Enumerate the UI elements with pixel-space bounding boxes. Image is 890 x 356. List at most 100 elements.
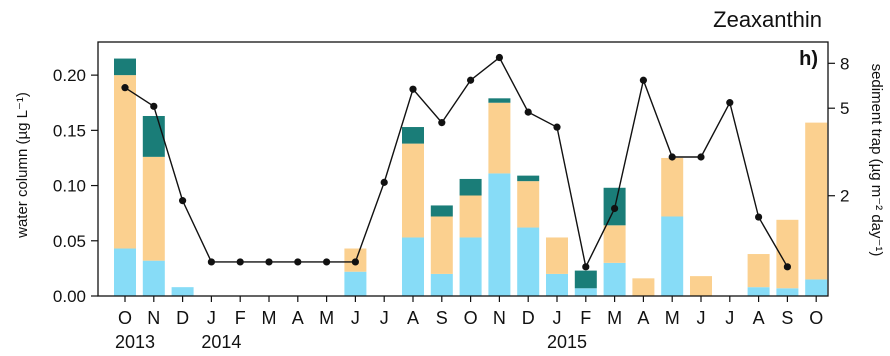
left-tick-label: 0.10 xyxy=(53,177,86,196)
month-label: A xyxy=(753,308,765,328)
month-label: D xyxy=(176,308,189,328)
sediment-trap-point xyxy=(380,178,388,186)
bars-layer xyxy=(114,58,828,296)
sediment-trap-point xyxy=(726,99,734,107)
bar-segment xyxy=(142,156,165,261)
sediment-trap-point xyxy=(323,258,331,266)
month-label: F xyxy=(235,308,246,328)
bar-segment xyxy=(171,287,194,296)
month-label: M xyxy=(319,308,334,328)
sediment-trap-point xyxy=(553,123,561,131)
bar-segment xyxy=(632,278,655,296)
month-label: J xyxy=(553,308,562,328)
sediment-trap-point xyxy=(236,258,244,266)
bar-segment xyxy=(661,157,684,217)
sediment-trap-point xyxy=(639,76,648,84)
year-label: 2014 xyxy=(201,332,241,352)
month-label: J xyxy=(697,308,706,328)
sediment-trap-point xyxy=(467,76,475,84)
month-label: D xyxy=(522,308,535,328)
sediment-trap-point xyxy=(207,258,215,266)
bar-segment xyxy=(430,205,453,217)
left-tick-label: 0.05 xyxy=(53,232,86,251)
month-label: J xyxy=(351,308,360,328)
bar-segment xyxy=(574,270,597,289)
plot-frame xyxy=(97,41,829,297)
bar-segment xyxy=(114,248,136,296)
left-axis: 0.00 0.05 0.10 0.15 0.20 xyxy=(53,66,98,306)
sediment-trap-point xyxy=(668,153,676,161)
bar-segment xyxy=(344,271,367,296)
month-label: O xyxy=(118,308,132,328)
sediment-trap-line xyxy=(124,56,789,269)
bar-segment xyxy=(402,237,424,296)
bar-segment xyxy=(690,276,712,296)
sediment-trap-point xyxy=(121,84,129,92)
bar-segment xyxy=(661,216,684,296)
bar-segment xyxy=(776,219,799,289)
left-tick-label: 0.15 xyxy=(53,121,86,140)
sediment-trap-point xyxy=(495,53,503,62)
panel-label: h) xyxy=(799,48,818,70)
sediment-trap-point xyxy=(265,258,273,266)
bar-segment xyxy=(459,195,482,238)
month-label: O xyxy=(464,308,478,328)
month-label: M xyxy=(665,308,680,328)
left-tick-label: 0.00 xyxy=(53,287,86,306)
year-label: 2015 xyxy=(547,332,587,352)
bar-segment xyxy=(603,262,626,296)
sediment-trap-point xyxy=(351,258,359,266)
bar-segment xyxy=(517,227,540,296)
sediment-trap-point xyxy=(524,108,532,116)
right-axis: 2 5 8 xyxy=(828,54,849,206)
sediment-trap-point xyxy=(611,204,619,213)
sediment-trap-point xyxy=(294,258,302,266)
bar-segment xyxy=(805,122,828,280)
month-label: N xyxy=(147,308,160,328)
month-label: A xyxy=(292,308,304,328)
bar-segment xyxy=(546,273,568,296)
sediment-trap-point xyxy=(755,213,763,221)
bar-segment xyxy=(114,58,136,76)
bar-segment xyxy=(488,98,511,103)
bar-segment xyxy=(517,175,540,182)
sediment-trap-point xyxy=(697,153,705,161)
month-label: M xyxy=(262,308,277,328)
sediment-trap-point xyxy=(409,85,417,93)
month-label: J xyxy=(207,308,216,328)
month-label: F xyxy=(580,308,591,328)
year-label: 2013 xyxy=(115,332,155,352)
bar-segment xyxy=(574,288,597,296)
month-label: M xyxy=(607,308,622,328)
bar-segment xyxy=(430,273,453,296)
sediment-trap-point xyxy=(438,119,446,127)
chart-title: Zeaxanthin xyxy=(713,7,822,32)
bar-segment xyxy=(488,102,511,174)
sediment-trap-point xyxy=(150,102,158,110)
month-label: S xyxy=(436,308,448,328)
bar-segment xyxy=(142,115,165,157)
bar-segment xyxy=(546,237,568,274)
bar-segment xyxy=(402,127,424,144)
sediment-trap-point xyxy=(582,263,590,271)
bar-segment xyxy=(459,178,482,196)
y-axis-title: water column (µg L⁻¹) xyxy=(14,92,31,239)
bar-segment xyxy=(142,260,165,296)
right-tick-label: 2 xyxy=(840,187,849,206)
left-tick-label: 0.20 xyxy=(53,66,86,85)
line-layer xyxy=(121,53,792,271)
bar-segment xyxy=(747,254,770,288)
sediment-trap-point xyxy=(783,263,792,271)
month-label: N xyxy=(493,308,506,328)
bar-segment xyxy=(402,143,424,238)
bar-segment xyxy=(459,237,482,296)
month-label: S xyxy=(781,308,793,328)
bar-segment xyxy=(747,287,770,296)
sediment-trap-point xyxy=(179,197,187,205)
month-label: A xyxy=(407,308,419,328)
bar-segment xyxy=(114,75,136,249)
right-tick-label: 8 xyxy=(840,54,849,73)
bar-segment xyxy=(805,279,828,296)
